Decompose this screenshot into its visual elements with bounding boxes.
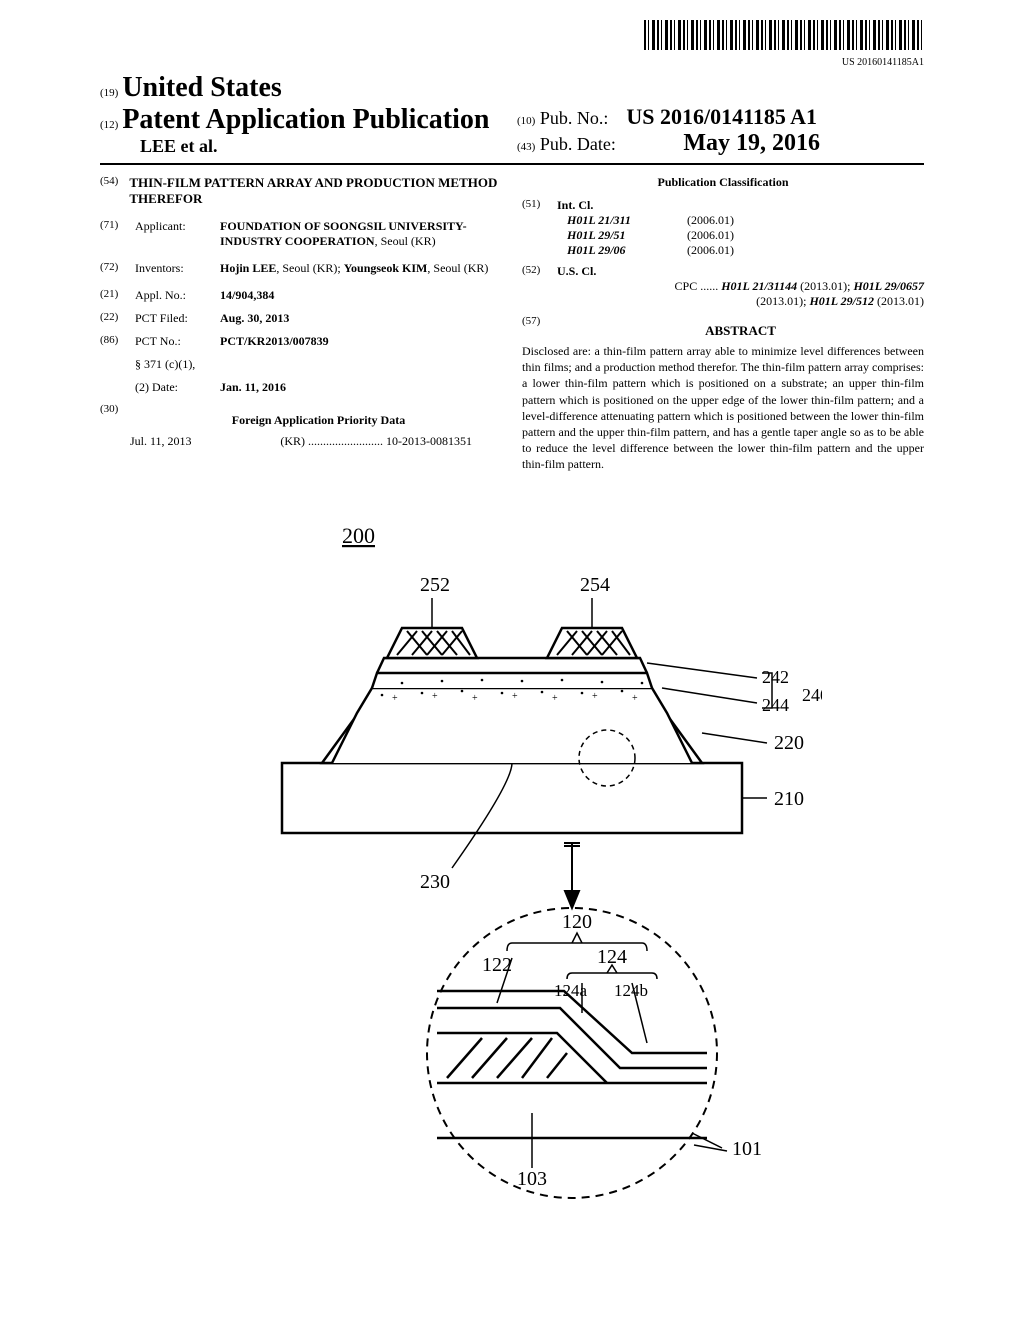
pub-date-value: May 19, 2016 bbox=[683, 130, 820, 156]
abstract-num: (57) bbox=[522, 315, 557, 343]
svg-text:+: + bbox=[592, 691, 598, 702]
abstract-text: Disclosed are: a thin-film pattern array… bbox=[522, 343, 924, 473]
label-252: 252 bbox=[420, 574, 450, 596]
label-242: 242 bbox=[762, 667, 789, 687]
right-column: Publication Classification (51) Int. Cl.… bbox=[522, 175, 924, 473]
appl-num-prefix: (21) bbox=[100, 288, 135, 303]
int-class-0-code: H01L 21/311 bbox=[522, 213, 687, 228]
applicant-label: Applicant: bbox=[135, 219, 220, 249]
svg-text:+: + bbox=[472, 693, 478, 704]
int-class-2-code: H01L 29/06 bbox=[522, 243, 687, 258]
abstract-header: ABSTRACT bbox=[557, 323, 924, 339]
pub-date-prefix: (43) bbox=[517, 141, 535, 153]
label-124b: 124b bbox=[614, 981, 648, 1000]
cpc-3-date: (2013.01) bbox=[874, 294, 924, 308]
int-class-2-date: (2006.01) bbox=[687, 243, 924, 258]
cpc-3: H01L 29/512 bbox=[809, 294, 874, 308]
svg-text:+: + bbox=[432, 691, 438, 702]
inventors-label: Inventors: bbox=[135, 261, 220, 276]
int-class-0-date: (2006.01) bbox=[687, 213, 924, 228]
pub-type: Patent Application Publication bbox=[122, 104, 489, 135]
priority-dots: ......................... bbox=[308, 434, 383, 448]
priority-num: (30) bbox=[100, 403, 135, 434]
inventor-2-loc: , Seoul (KR) bbox=[427, 261, 488, 275]
label-120: 120 bbox=[562, 911, 592, 933]
left-column: (54) THIN-FILM PATTERN ARRAY AND PRODUCT… bbox=[100, 175, 502, 473]
invention-title: THIN-FILM PATTERN ARRAY AND PRODUCTION M… bbox=[129, 175, 502, 207]
applicant-num: (71) bbox=[100, 219, 135, 249]
pct-filed-label: PCT Filed: bbox=[135, 311, 220, 326]
label-254: 254 bbox=[580, 574, 610, 596]
label-103: 103 bbox=[517, 1168, 547, 1190]
barcode-block: US 20160141185A1 bbox=[100, 20, 924, 68]
bibliographic-data: (54) THIN-FILM PATTERN ARRAY AND PRODUCT… bbox=[100, 175, 924, 473]
svg-text:+: + bbox=[552, 693, 558, 704]
cpc-2: H01L 29/0657 bbox=[853, 279, 924, 293]
title-num: (54) bbox=[100, 175, 129, 207]
label-220: 220 bbox=[774, 732, 804, 754]
cpc-2-date: (2013.01); bbox=[756, 294, 809, 308]
inventors-num: (72) bbox=[100, 261, 135, 276]
fig-num: 200 bbox=[342, 523, 375, 548]
patent-figure-svg: 200 bbox=[202, 513, 822, 1203]
label-210: 210 bbox=[774, 788, 804, 810]
authors: LEE et al. bbox=[140, 136, 507, 157]
cpc-1-date: (2013.01); bbox=[797, 279, 853, 293]
us-cl-num: (52) bbox=[522, 264, 557, 279]
int-class-1-date: (2006.01) bbox=[687, 228, 924, 243]
priority-date: Jul. 11, 2013 bbox=[130, 434, 192, 449]
us-cl-label: U.S. Cl. bbox=[557, 264, 596, 279]
priority-country: (KR) bbox=[280, 434, 305, 448]
int-cl-label: Int. Cl. bbox=[557, 198, 593, 213]
barcode-number: US 20160141185A1 bbox=[100, 57, 924, 68]
pct-filed-num: (22) bbox=[100, 311, 135, 326]
label-122: 122 bbox=[482, 954, 512, 976]
int-class-1-code: H01L 29/51 bbox=[522, 228, 687, 243]
inventor-2: Youngseok KIM bbox=[344, 261, 428, 275]
pct-no-value: PCT/KR2013/007839 bbox=[220, 334, 502, 349]
label-101: 101 bbox=[732, 1138, 762, 1160]
country: United States bbox=[122, 72, 281, 103]
s371-label: § 371 (c)(1), bbox=[135, 357, 220, 372]
pct-no-num: (86) bbox=[100, 334, 135, 349]
pub-no-label: Pub. No.: bbox=[540, 108, 609, 128]
s371-date-label: (2) Date: bbox=[135, 380, 220, 395]
s371-date-value: Jan. 11, 2016 bbox=[220, 380, 502, 395]
barcode-graphic bbox=[644, 20, 924, 50]
appl-label: Appl. No.: bbox=[135, 288, 220, 303]
pub-no-value: US 2016/0141185 A1 bbox=[626, 104, 817, 129]
country-prefix: (19) bbox=[100, 87, 118, 99]
pub-date-label: Pub. Date: bbox=[540, 134, 616, 154]
pct-filed-value: Aug. 30, 2013 bbox=[220, 311, 502, 326]
svg-text:+: + bbox=[512, 691, 518, 702]
inventor-1: Hojin LEE bbox=[220, 261, 276, 275]
label-244: 244 bbox=[762, 695, 789, 715]
label-124: 124 bbox=[597, 946, 627, 968]
cpc-label: CPC ...... bbox=[675, 279, 719, 293]
applicant-location: , Seoul (KR) bbox=[375, 234, 436, 248]
label-230: 230 bbox=[420, 871, 450, 893]
svg-text:+: + bbox=[392, 693, 398, 704]
figure: 200 bbox=[100, 513, 924, 1208]
int-cl-num: (51) bbox=[522, 198, 557, 213]
priority-app: 10-2013-0081351 bbox=[386, 434, 472, 448]
label-124a: 124a bbox=[554, 981, 588, 1000]
inventor-1-loc: , Seoul (KR); bbox=[276, 261, 343, 275]
pub-no-prefix: (10) bbox=[517, 115, 535, 127]
svg-text:+: + bbox=[632, 693, 638, 704]
appl-value: 14/904,384 bbox=[220, 288, 502, 303]
priority-header: Foreign Application Priority Data bbox=[135, 413, 502, 428]
cpc-1: H01L 21/31144 bbox=[721, 279, 797, 293]
pub-type-prefix: (12) bbox=[100, 119, 118, 131]
header: (19) United States (12) Patent Applicati… bbox=[100, 72, 924, 165]
pct-no-label: PCT No.: bbox=[135, 334, 220, 349]
label-240: 240 bbox=[802, 685, 822, 705]
classification-header: Publication Classification bbox=[522, 175, 924, 190]
